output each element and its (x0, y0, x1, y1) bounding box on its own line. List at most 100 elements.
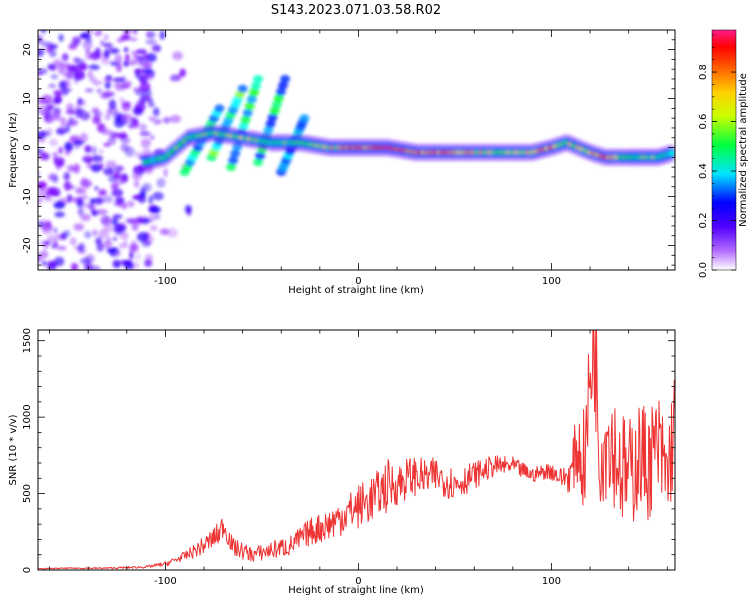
noise-speckle (134, 68, 145, 75)
noise-speckle (104, 81, 112, 90)
noise-speckle (76, 198, 84, 208)
noise-speckle (93, 111, 104, 117)
noise-speckle (98, 244, 103, 252)
noise-speckle (52, 109, 61, 119)
noise-speckle (96, 88, 102, 94)
noise-speckle (101, 216, 107, 222)
noise-speckle (92, 229, 98, 237)
noise-speckle (62, 88, 67, 95)
noise-speckle (75, 105, 80, 110)
noise-speckle (129, 37, 138, 42)
noise-speckle (85, 48, 90, 55)
noise-speckle (148, 195, 153, 205)
noise-speckle (152, 107, 160, 117)
noise-speckle (159, 228, 170, 235)
noise-speckle (109, 48, 120, 55)
noise-speckle (130, 117, 138, 123)
colorbar-gradient (711, 29, 737, 271)
noise-speckle (112, 214, 123, 219)
noise-speckle (166, 228, 178, 238)
noise-speckle (156, 178, 166, 188)
noise-speckle (60, 119, 67, 128)
noise-speckle (145, 39, 157, 45)
streak-blob (253, 158, 264, 167)
streak-blob (269, 107, 280, 115)
noise-speckle (114, 54, 123, 64)
noise-speckle (61, 53, 69, 61)
noise-speckle (125, 218, 135, 224)
spectrogram-blobs (38, 30, 675, 270)
noise-speckle (137, 232, 149, 242)
spectrogram-ylabel: Frequency (Hz) (8, 112, 19, 188)
noise-speckle (103, 42, 113, 48)
noise-speckle (75, 109, 82, 118)
streak-blob (242, 108, 253, 117)
noise-speckle (122, 139, 132, 144)
noise-speckle (53, 240, 59, 248)
noise-speckle (97, 209, 108, 215)
noise-speckle (49, 174, 55, 179)
noise-speckle (38, 181, 47, 191)
snr-frame (37, 329, 676, 571)
colorbar-label: Normalized spectral amplitude (738, 73, 749, 227)
noise-speckle (84, 88, 94, 93)
noise-speckle (47, 235, 57, 244)
noise-speckle (139, 94, 147, 105)
x-tick-label: 100 (542, 576, 561, 587)
noise-speckle (108, 99, 117, 110)
noise-speckle (115, 197, 125, 204)
noise-speckle (132, 87, 144, 93)
noise-speckle (65, 124, 70, 133)
noise-speckle (53, 201, 66, 209)
noise-speckle (95, 237, 102, 246)
noise-speckle (169, 115, 181, 123)
noise-speckle (153, 118, 162, 125)
noise-speckle (69, 237, 77, 246)
noise-speckle (131, 222, 139, 231)
noise-speckle (136, 59, 146, 67)
noise-speckle (84, 230, 92, 239)
noise-speckle (115, 63, 123, 73)
noise-speckle (132, 30, 138, 35)
noise-speckle (40, 30, 47, 34)
noise-speckle (142, 52, 148, 58)
noise-speckle (38, 98, 49, 105)
noise-speckle (134, 171, 139, 180)
noise-speckle (68, 185, 76, 190)
noise-speckle (139, 218, 152, 223)
y-tick-label: -20 (22, 237, 33, 253)
noise-speckle (130, 240, 137, 249)
noise-speckle (89, 198, 97, 204)
noise-speckle (143, 69, 151, 74)
y-tick-label: 10 (22, 92, 33, 105)
noise-speckle (78, 63, 88, 71)
noise-speckle (102, 240, 113, 249)
noise-speckle (38, 131, 47, 140)
streak-blob (255, 151, 266, 160)
x-tick-label: -100 (154, 276, 177, 287)
noise-speckle (83, 181, 89, 190)
noise-speckle (99, 162, 104, 170)
noise-speckle (69, 115, 74, 126)
noise-speckle (38, 49, 44, 57)
noise-speckle (146, 260, 153, 266)
noise-speckle (150, 225, 158, 231)
noise-speckle (73, 223, 85, 231)
noise-speckle (122, 260, 133, 267)
noise-speckle (48, 83, 57, 89)
noise-speckle (77, 97, 83, 106)
noise-speckle (159, 30, 166, 41)
streak-blob (267, 113, 278, 122)
noise-speckle (72, 167, 79, 174)
noise-speckle (80, 257, 92, 265)
noise-speckle (103, 167, 114, 176)
noise-speckle (176, 73, 182, 81)
colorbar-tick-label: 0.6 (698, 114, 709, 130)
colorbar-tick-label: 0.4 (698, 163, 709, 179)
noise-speckle (45, 197, 56, 203)
noise-speckle (139, 131, 151, 137)
x-tick-label: -100 (154, 576, 177, 587)
y-tick-label: 0 (22, 567, 33, 573)
